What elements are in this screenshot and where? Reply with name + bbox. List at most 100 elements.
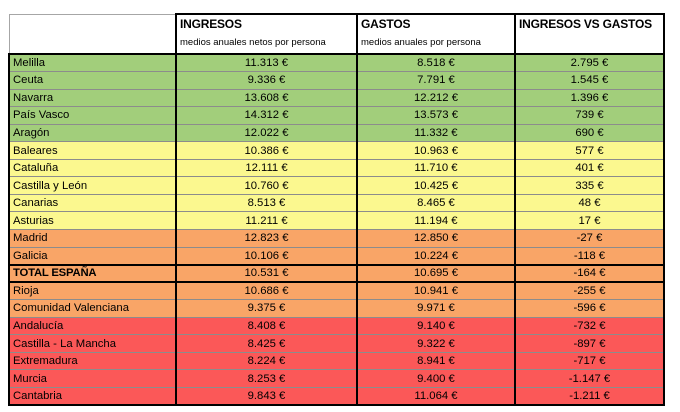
diff-cell: 17 € — [514, 211, 665, 230]
header-empty-cell — [8, 13, 177, 55]
diff-cell: 1.545 € — [514, 71, 665, 90]
region-name-cell: Murcia — [8, 369, 177, 388]
income-expense-table: INGRESOS medios anuales netos por person… — [8, 13, 665, 406]
region-name-cell: Castilla y León — [8, 176, 177, 195]
table-row: Extremadura 8.224 €8.941 € -717 € — [8, 351, 665, 371]
gastos-cell: 13.573 € — [356, 106, 516, 125]
gastos-cell: 11.064 € — [356, 386, 516, 406]
ingresos-cell: 10.686 € — [175, 281, 358, 301]
table-body: Melilla 11.313 €8.518 €2.795 € Ceuta 9.336 … — [8, 53, 665, 406]
diff-cell: -1.147 € — [514, 369, 665, 388]
diff-cell: 2.795 € — [514, 53, 665, 73]
ingresos-cell: 10.386 € — [175, 141, 358, 160]
header-ingresos-title: INGRESOS — [180, 17, 242, 31]
ingresos-cell: 11.211 € — [175, 211, 358, 230]
region-name-cell: Aragón — [8, 123, 177, 143]
header-gastos-subtitle: medios anuales por persona — [361, 37, 481, 48]
header-row: INGRESOS medios anuales netos por person… — [8, 13, 665, 55]
ingresos-cell: 12.823 € — [175, 228, 358, 248]
gastos-cell: 10.425 € — [356, 176, 516, 195]
diff-cell: 690 € — [514, 123, 665, 143]
gastos-cell: 8.941 € — [356, 351, 516, 371]
table-row: Madrid 12.823 €12.850 € -27 € — [8, 228, 665, 248]
ingresos-cell: 8.253 € — [175, 369, 358, 388]
ingresos-cell: 8.224 € — [175, 351, 358, 371]
ingresos-cell: 10.106 € — [175, 246, 358, 266]
region-name-cell: Comunidad Valenciana — [8, 299, 177, 318]
diff-cell: -596 € — [514, 299, 665, 318]
header-gastos: GASTOS medios anuales por persona — [356, 13, 516, 55]
ingresos-cell: 11.313 € — [175, 53, 358, 73]
table-row: Ceuta 9.336 €7.791 €1.545 € — [8, 71, 665, 90]
region-name-cell: País Vasco — [8, 106, 177, 125]
diff-cell: -164 € — [514, 263, 665, 284]
ingresos-cell: 9.336 € — [175, 71, 358, 90]
ingresos-cell: 9.843 € — [175, 386, 358, 406]
gastos-cell: 9.971 € — [356, 299, 516, 318]
ingresos-cell: 14.312 € — [175, 106, 358, 125]
ingresos-cell: 8.408 € — [175, 316, 358, 336]
gastos-cell: 8.465 € — [356, 193, 516, 213]
diff-cell: -255 € — [514, 281, 665, 301]
diff-cell: 1.396 € — [514, 88, 665, 108]
gastos-cell: 10.941 € — [356, 281, 516, 301]
gastos-cell: 9.140 € — [356, 316, 516, 336]
diff-cell: 577 € — [514, 141, 665, 160]
region-name-cell: Ceuta — [8, 71, 177, 90]
gastos-cell: 10.695 € — [356, 263, 516, 284]
region-name-cell: Asturias — [8, 211, 177, 230]
diff-cell: -897 € — [514, 334, 665, 353]
region-name-cell: Extremadura — [8, 351, 177, 371]
gastos-cell: 12.212 € — [356, 88, 516, 108]
table-row: Baleares 10.386 €10.963 €577 € — [8, 141, 665, 160]
header-ingresos-subtitle: medios anuales netos por persona — [180, 37, 326, 48]
region-name-cell: Cantabria — [8, 386, 177, 406]
region-name-cell: Cataluña — [8, 158, 177, 178]
gastos-cell: 9.322 € — [356, 334, 516, 353]
region-name-cell: Canarias — [8, 193, 177, 213]
table-row: Castilla - La Mancha 8.425 €9.322 € -897 € — [8, 334, 665, 353]
diff-cell: -717 € — [514, 351, 665, 371]
gastos-cell: 11.332 € — [356, 123, 516, 143]
ingresos-cell: 12.111 € — [175, 158, 358, 178]
table-row: Navarra 13.608 €12.212 €1.396 € — [8, 88, 665, 108]
region-name-cell: Andalucía — [8, 316, 177, 336]
region-name-cell: Galicia — [8, 246, 177, 266]
diff-cell: 48 € — [514, 193, 665, 213]
region-name-cell: Madrid — [8, 228, 177, 248]
table-row: Comunidad Valenciana 9.375 €9.971 € -596 € — [8, 299, 665, 318]
table-row: Cataluña 12.111 €11.710 €401 € — [8, 158, 665, 178]
ingresos-cell: 10.760 € — [175, 176, 358, 195]
gastos-cell: 11.194 € — [356, 211, 516, 230]
header-gastos-title: GASTOS — [361, 17, 411, 31]
table-row: Castilla y León 10.760 €10.425 €335 € — [8, 176, 665, 195]
header-ingresos-vs-gastos-title: INGRESOS VS GASTOS — [519, 17, 652, 31]
gastos-cell: 11.710 € — [356, 158, 516, 178]
gastos-cell: 8.518 € — [356, 53, 516, 73]
gastos-cell: 10.224 € — [356, 246, 516, 266]
ingresos-cell: 13.608 € — [175, 88, 358, 108]
table-row: Galicia 10.106 €10.224 € -118 € — [8, 246, 665, 266]
diff-cell: -27 € — [514, 228, 665, 248]
table-row: Canarias 8.513 €8.465 €48 € — [8, 193, 665, 213]
diff-cell: 401 € — [514, 158, 665, 178]
gastos-cell: 10.963 € — [356, 141, 516, 160]
table-row: Rioja 10.686 €10.941 € -255 € — [8, 281, 665, 301]
diff-cell: -118 € — [514, 246, 665, 266]
ingresos-cell: 12.022 € — [175, 123, 358, 143]
region-name-cell: Rioja — [8, 281, 177, 301]
diff-cell: 739 € — [514, 106, 665, 125]
diff-cell: -1.211 € — [514, 386, 665, 406]
table-header: INGRESOS medios anuales netos por person… — [8, 13, 665, 55]
gastos-cell: 9.400 € — [356, 369, 516, 388]
table-row: País Vasco 14.312 €13.573 €739 € — [8, 106, 665, 125]
region-name-cell: TOTAL ESPAÑA — [8, 263, 177, 284]
table-row: Cantabria 9.843 €11.064 € -1.211 € — [8, 386, 665, 406]
ingresos-cell: 8.425 € — [175, 334, 358, 353]
header-ingresos: INGRESOS medios anuales netos por person… — [175, 13, 358, 55]
diff-cell: 335 € — [514, 176, 665, 195]
ingresos-cell: 9.375 € — [175, 299, 358, 318]
header-ingresos-vs-gastos: INGRESOS VS GASTOS — [514, 13, 665, 55]
region-name-cell: Baleares — [8, 141, 177, 160]
table-row: Andalucía 8.408 €9.140 € -732 € — [8, 316, 665, 336]
